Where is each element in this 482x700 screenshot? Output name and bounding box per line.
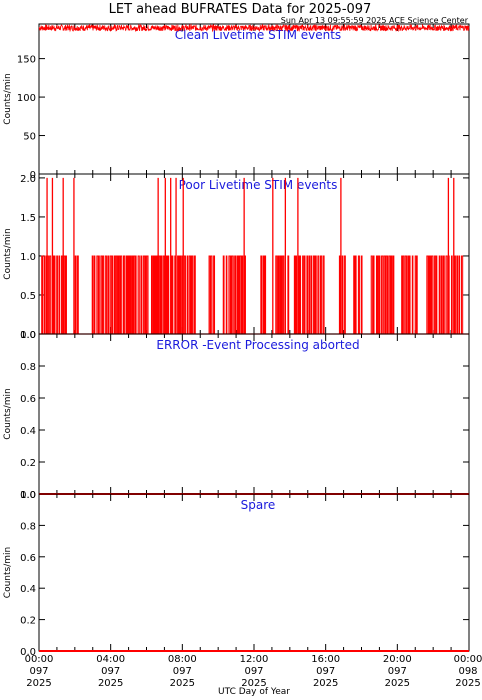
y-tick-label: 0.5 — [20, 291, 36, 302]
y-axis-label: Counts/min — [3, 388, 13, 439]
y-tick-label: 1.0 — [20, 330, 36, 341]
y-tick-label: 0 — [30, 170, 36, 181]
y-tick-label: 0.8 — [20, 521, 36, 532]
x-tick-label-doy: 098 — [458, 666, 477, 677]
panel-frame — [38, 23, 470, 175]
x-tick-label-year: 2025 — [98, 678, 123, 689]
x-tick-label-doy: 097 — [101, 666, 120, 677]
x-tick-label-year: 2025 — [170, 678, 195, 689]
panel-title: Spare — [241, 498, 276, 512]
x-tick-label-year: 2025 — [385, 678, 410, 689]
panel-4: 0.0 0.2 0.4 0.6 0.8 1.0 Counts/min Spare — [3, 490, 470, 658]
panel-3: 0.0 0.2 0.4 0.6 0.8 1.0 Counts/min ERROR -Event… — [3, 330, 470, 501]
y-tick-label: 0.0 — [20, 490, 36, 501]
panel-2: 0.0 0.5 1.0 1.5 2.0 Counts/min Poor Livetime S… — [3, 173, 470, 341]
panel-frame — [38, 333, 470, 495]
y-tick-label: 1.0 — [20, 252, 36, 263]
y-tick-label: 2.0 — [20, 174, 36, 185]
x-tick-label-doy: 097 — [244, 666, 263, 677]
y-tick-label: 150 — [17, 55, 36, 66]
panel-title: ERROR -Event Processing aborted — [156, 338, 359, 352]
x-tick-label-time: 20:00 — [383, 654, 412, 665]
x-tick-label-time: 16:00 — [311, 654, 340, 665]
y-tick-label: 0.6 — [20, 553, 36, 564]
y-tick-label: 100 — [17, 93, 36, 104]
y-tick-label: 0.4 — [20, 584, 36, 595]
x-tick-label-year: 2025 — [313, 678, 338, 689]
x-tick-label-time: 12:00 — [240, 654, 269, 665]
panels-group: 0 50 100 150 Counts/min Clean Livetime STIM e… — [3, 23, 470, 658]
y-axis-label: Counts/min — [3, 228, 13, 279]
x-tick-label-year: 2025 — [455, 678, 480, 689]
x-tick-label-time: 08:00 — [168, 654, 197, 665]
y-tick-label: 0.4 — [20, 426, 36, 437]
y-tick-label: 50 — [23, 132, 36, 143]
x-tick-label-time: 00:00 — [454, 654, 482, 665]
y-tick-label: 1.5 — [20, 213, 36, 224]
x-tick-label-time: 04:00 — [96, 654, 125, 665]
y-tick-label: 0.2 — [20, 616, 36, 627]
y-tick-label: 0.2 — [20, 458, 36, 469]
y-tick-label: 0.0 — [20, 647, 36, 658]
panel-1: 0 50 100 150 Counts/min Clean Livetime STIM e… — [3, 23, 470, 181]
chart-subtitle: Sun Apr 13 09:55:59 2025 ACE Science Cen… — [281, 16, 469, 25]
x-tick-label-doy: 097 — [29, 666, 48, 677]
x-tick-label-doy: 097 — [388, 666, 407, 677]
panel-frame — [38, 493, 470, 652]
panel-title: Poor Livetime STIM events — [179, 178, 338, 192]
x-tick-label-doy: 097 — [316, 666, 335, 677]
y-tick-label: 1.0 — [20, 490, 36, 501]
x-tick-label-time: 00:00 — [25, 654, 54, 665]
x-axis-label: UTC Day of Year — [218, 687, 290, 697]
x-tick-label-year: 2025 — [241, 678, 266, 689]
y-tick-label: 0.6 — [20, 394, 36, 405]
y-axis-label: Counts/min — [3, 547, 13, 598]
series-poor-bursts — [41, 255, 464, 334]
x-axis: 00:00097202504:00097202508:00097202512:0… — [25, 654, 482, 689]
y-tick-label: 0.8 — [20, 362, 36, 373]
y-tick-label: 0.0 — [20, 330, 36, 341]
chart-title: LET ahead BUFRATES Data for 2025-097 — [109, 2, 372, 17]
x-tick-label-year: 2025 — [26, 678, 51, 689]
y-axis-label: Counts/min — [3, 73, 13, 124]
panel-title: Clean Livetime STIM events — [175, 28, 341, 42]
series-line-clean — [38, 23, 470, 33]
x-tick-label-doy: 097 — [173, 666, 192, 677]
